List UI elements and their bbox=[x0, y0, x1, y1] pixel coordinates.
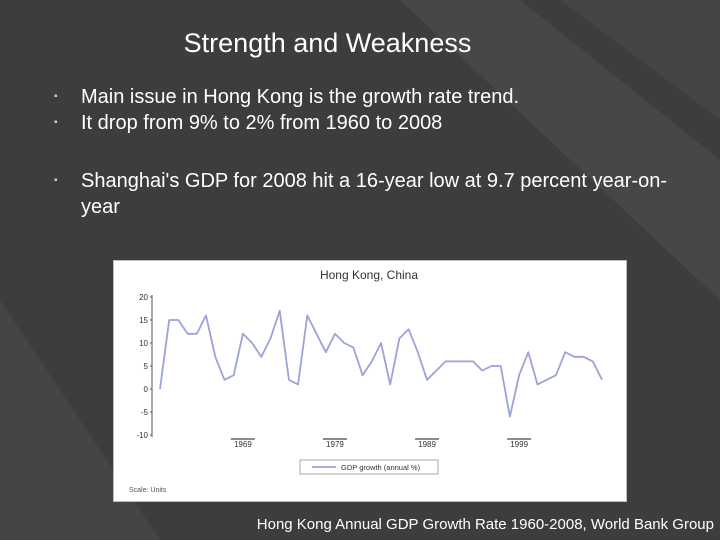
bullet-dot-icon: ▪ bbox=[54, 117, 58, 128]
y-tick-label: -10 bbox=[136, 431, 148, 440]
y-tick-label: -5 bbox=[141, 408, 149, 417]
bullet-item: ▪ Shanghai's GDP for 2008 hit a 16-year … bbox=[48, 168, 668, 220]
y-axis-ticks: 20 15 10 5 0 -5 -10 bbox=[136, 293, 152, 440]
legend-box bbox=[299, 459, 439, 475]
x-tick-label: 1969 bbox=[234, 440, 252, 449]
x-tick-label: 1999 bbox=[510, 440, 528, 449]
y-tick-label: 10 bbox=[139, 339, 148, 348]
y-tick-label: 20 bbox=[139, 293, 148, 302]
bullet-dot-icon: ▪ bbox=[54, 175, 58, 186]
bullet-text: Shanghai's GDP for 2008 hit a 16-year lo… bbox=[81, 170, 668, 218]
y-tick-label: 0 bbox=[144, 385, 149, 394]
series-layer bbox=[159, 309, 603, 418]
x-tick-label: 1979 bbox=[326, 440, 344, 449]
bullet-text: Main issue in Hong Kong is the growth ra… bbox=[81, 86, 520, 108]
bullet-list: ▪ Main issue in Hong Kong is the growth … bbox=[48, 84, 668, 220]
y-tick-label: 5 bbox=[144, 362, 149, 371]
series-line bbox=[159, 309, 603, 418]
bullet-dot-icon: ▪ bbox=[54, 91, 58, 102]
legend-label: GDP growth (annual %) bbox=[341, 463, 421, 472]
chart-caption: Hong Kong Annual GDP Growth Rate 1960-20… bbox=[256, 516, 714, 533]
chart-footnote: Scale: Units bbox=[129, 487, 167, 494]
x-tick-label: 1989 bbox=[418, 440, 436, 449]
bullet-text: It drop from 9% to 2% from 1960 to 2008 bbox=[81, 112, 443, 134]
chart-panel: Hong Kong, China 20 15 10 5 0 -5 -10 1969 1979 1… bbox=[113, 260, 627, 502]
x-axis-ticks: 1969 1979 1989 1999 bbox=[230, 438, 532, 449]
slide-title: Strength and Weakness bbox=[183, 28, 472, 58]
bullet-item: ▪ It drop from 9% to 2% from 1960 to 200… bbox=[48, 110, 668, 136]
bullet-item: ▪ Main issue in Hong Kong is the growth … bbox=[48, 84, 668, 110]
y-tick-label: 15 bbox=[139, 316, 148, 325]
chart-title: Hong Kong, China bbox=[320, 268, 418, 282]
